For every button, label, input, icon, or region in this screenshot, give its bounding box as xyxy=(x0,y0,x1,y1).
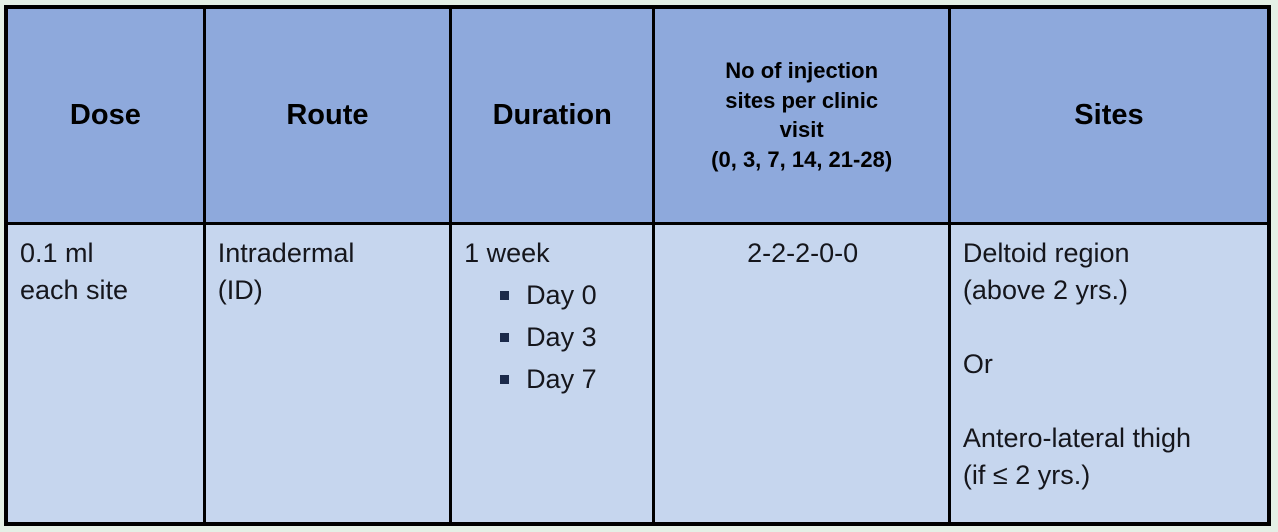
sites-value: Deltoid region (above 2 yrs.) Or Antero-… xyxy=(962,237,1192,490)
header-sites-label: Sites xyxy=(1074,98,1144,131)
header-route-label: Route xyxy=(286,98,369,131)
header-injection-sites: No of injection sites per clinic visit (… xyxy=(652,5,951,225)
cell-dose: 0.1 ml each site xyxy=(4,221,206,526)
header-dose-label: Dose xyxy=(69,98,141,131)
square-bullet-icon xyxy=(500,374,510,384)
cell-duration: 1 week Day 0 Day 3 xyxy=(449,221,656,526)
route-value: Intradermal (ID) xyxy=(217,237,355,305)
duration-intro: 1 week xyxy=(464,237,550,268)
dosing-schedule-table: Dose Route Duration No of injection site… xyxy=(4,5,1271,526)
square-bullet-icon xyxy=(500,290,510,300)
list-item-day-7: Day 7 xyxy=(500,361,642,398)
list-item-day-0: Day 0 xyxy=(500,277,642,314)
header-duration-label: Duration xyxy=(492,98,612,131)
duration-day-list: Day 0 Day 3 Day 7 xyxy=(464,277,642,398)
cell-sites: Deltoid region (above 2 yrs.) Or Antero-… xyxy=(947,221,1271,526)
table-row: 0.1 ml each site Intradermal (ID) 1 week… xyxy=(4,221,1271,526)
header-row: Dose Route Duration No of injection site… xyxy=(4,5,1271,225)
header-injection-sites-label: No of injection sites per clinic visit (… xyxy=(711,57,893,172)
header-dose: Dose xyxy=(4,5,206,225)
duration-day-label: Day 3 xyxy=(526,321,597,352)
header-duration: Duration xyxy=(449,5,656,225)
square-bullet-icon xyxy=(500,332,510,342)
cell-route: Intradermal (ID) xyxy=(202,221,453,526)
header-route: Route xyxy=(202,5,453,225)
list-item-day-3: Day 3 xyxy=(500,319,642,356)
cell-injections-per-visit: 2-2-2-0-0 xyxy=(652,221,951,526)
dose-value: 0.1 ml each site xyxy=(20,237,129,305)
duration-day-label: Day 0 xyxy=(526,279,597,310)
header-sites: Sites xyxy=(947,5,1271,225)
injections-per-visit-value: 2-2-2-0-0 xyxy=(747,237,859,268)
duration-day-label: Day 7 xyxy=(526,363,597,394)
dosing-schedule-table-wrapper: Dose Route Duration No of injection site… xyxy=(4,5,1271,526)
